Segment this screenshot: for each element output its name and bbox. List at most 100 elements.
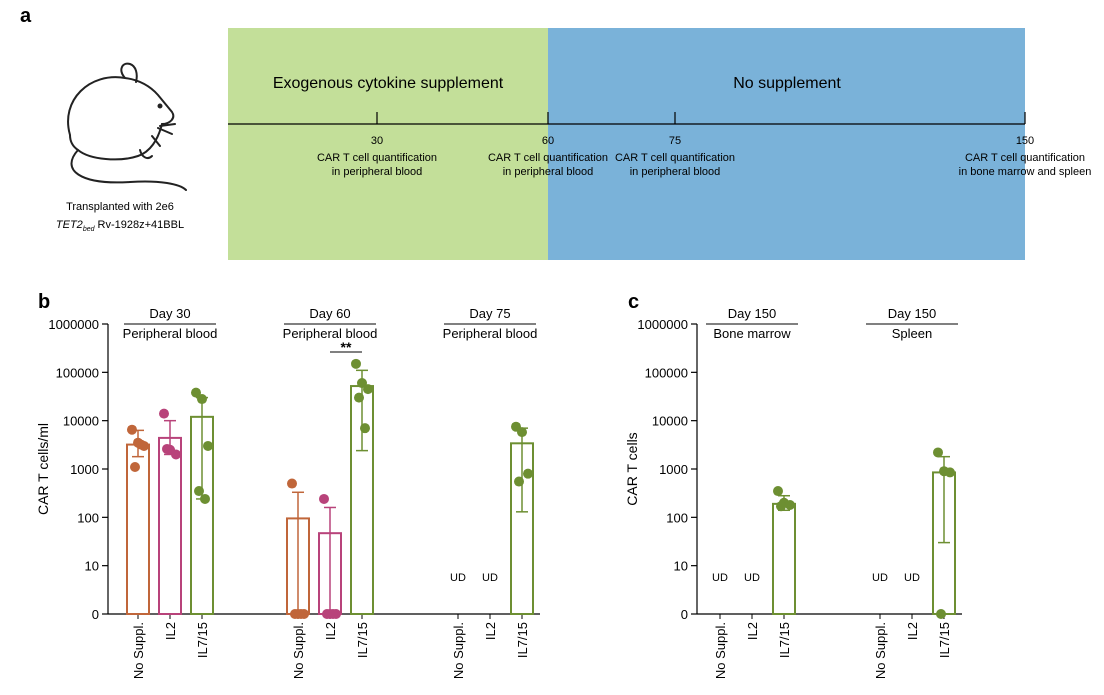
y-tick-label: 0: [681, 607, 688, 622]
y-tick-label: 100: [77, 510, 99, 525]
y-tick-label: 1000: [659, 462, 688, 477]
y-tick-label: 0: [92, 607, 99, 622]
group-subtitle: Peripheral blood: [283, 326, 378, 341]
timepoint-caption: in peripheral blood: [332, 166, 423, 178]
data-point: [159, 409, 169, 419]
bar: [159, 438, 181, 614]
timepoint-caption: CAR T cell quantification: [488, 152, 608, 164]
phase-label: Exogenous cytokine supplement: [273, 75, 504, 92]
data-point: [203, 441, 213, 451]
figure: a Exogenous cytokine supplement No suppl…: [0, 0, 1104, 695]
data-point: [354, 393, 364, 403]
group-title: Day 150: [728, 306, 776, 321]
data-point: [773, 486, 783, 496]
annotation: UD: [450, 572, 466, 584]
timepoint-caption: in bone marrow and spleen: [959, 166, 1092, 178]
timepoint-caption: CAR T cell quantification: [317, 152, 437, 164]
gene: TET2: [56, 219, 83, 231]
annotation: UD: [482, 572, 498, 584]
x-tick-label: IL2: [745, 622, 760, 640]
day-label: 60: [542, 135, 554, 147]
x-tick-label: No Suppl.: [873, 622, 888, 679]
panel-label: c: [628, 291, 639, 313]
x-tick-label: IL2: [163, 622, 178, 640]
group-title: Day 60: [309, 306, 350, 321]
data-point: [785, 500, 795, 510]
panel-label: b: [38, 291, 50, 313]
y-tick-label: 10: [85, 559, 99, 574]
y-tick-label: 10: [674, 559, 688, 574]
x-tick-label: IL2: [323, 622, 338, 640]
phase-label: No supplement: [733, 75, 841, 92]
data-point: [319, 494, 329, 504]
data-point: [127, 425, 137, 435]
group-subtitle: Bone marrow: [713, 326, 791, 341]
annotation: UD: [872, 572, 888, 584]
annotation: UD: [744, 572, 760, 584]
data-point: [296, 609, 306, 619]
x-tick-label: No Suppl.: [451, 622, 466, 679]
group-title: Day 150: [888, 306, 936, 321]
data-point: [933, 447, 943, 457]
timepoint-caption: CAR T cell quantification: [615, 152, 735, 164]
caption: TET2bed Rv-1928z+41BBL: [56, 219, 184, 233]
day-label: 150: [1016, 135, 1034, 147]
data-point: [197, 394, 207, 404]
x-tick-label: No Suppl.: [131, 622, 146, 679]
x-tick-label: IL7/15: [195, 622, 210, 658]
group-subtitle: Peripheral blood: [123, 326, 218, 341]
y-tick-label: 10000: [63, 414, 99, 429]
data-point: [130, 462, 140, 472]
y-tick-label: 100000: [56, 365, 99, 380]
panel-label: a: [20, 5, 32, 27]
group-subtitle: Spleen: [892, 326, 932, 341]
phase-box: [228, 28, 548, 260]
annotation: UD: [712, 572, 728, 584]
day-label: 30: [371, 135, 383, 147]
data-point: [171, 449, 181, 459]
y-tick-label: 10000: [652, 414, 688, 429]
data-point: [936, 609, 946, 619]
phase-box: [548, 28, 1025, 260]
bar: [773, 504, 795, 614]
data-point: [194, 486, 204, 496]
data-point: [517, 427, 527, 437]
data-point: [200, 494, 210, 504]
timepoint-caption: CAR T cell quantification: [965, 152, 1085, 164]
y-axis-label: CAR T cells/ml: [35, 423, 51, 515]
data-point: [162, 444, 172, 454]
caption: Transplanted with 2e6: [66, 201, 174, 213]
y-tick-label: 1000: [70, 462, 99, 477]
x-tick-label: IL2: [905, 622, 920, 640]
x-tick-label: IL7/15: [355, 622, 370, 658]
mouse-icon: [68, 64, 186, 190]
data-point: [287, 479, 297, 489]
significance: **: [341, 339, 352, 355]
timepoint-caption: in peripheral blood: [503, 166, 594, 178]
group-title: Day 75: [469, 306, 510, 321]
x-tick-label: IL7/15: [937, 622, 952, 658]
data-point: [523, 469, 533, 479]
data-point: [945, 467, 955, 477]
data-point: [360, 423, 370, 433]
data-point: [363, 384, 373, 394]
x-tick-label: No Suppl.: [291, 622, 306, 679]
data-point: [136, 440, 146, 450]
x-tick-label: No Suppl.: [713, 622, 728, 679]
y-tick-label: 1000000: [637, 317, 688, 332]
group-title: Day 30: [149, 306, 190, 321]
y-tick-label: 100000: [645, 365, 688, 380]
x-tick-label: IL7/15: [515, 622, 530, 658]
day-label: 75: [669, 135, 681, 147]
data-point: [328, 609, 338, 619]
data-point: [351, 359, 361, 369]
data-point: [776, 501, 786, 511]
x-tick-label: IL2: [483, 622, 498, 640]
data-point: [514, 477, 524, 487]
y-tick-label: 1000000: [48, 317, 99, 332]
y-tick-label: 100: [666, 510, 688, 525]
x-tick-label: IL7/15: [777, 622, 792, 658]
annotation: UD: [904, 572, 920, 584]
timepoint-caption: in peripheral blood: [630, 166, 721, 178]
construct: Rv-1928z+41BBL: [95, 219, 185, 231]
